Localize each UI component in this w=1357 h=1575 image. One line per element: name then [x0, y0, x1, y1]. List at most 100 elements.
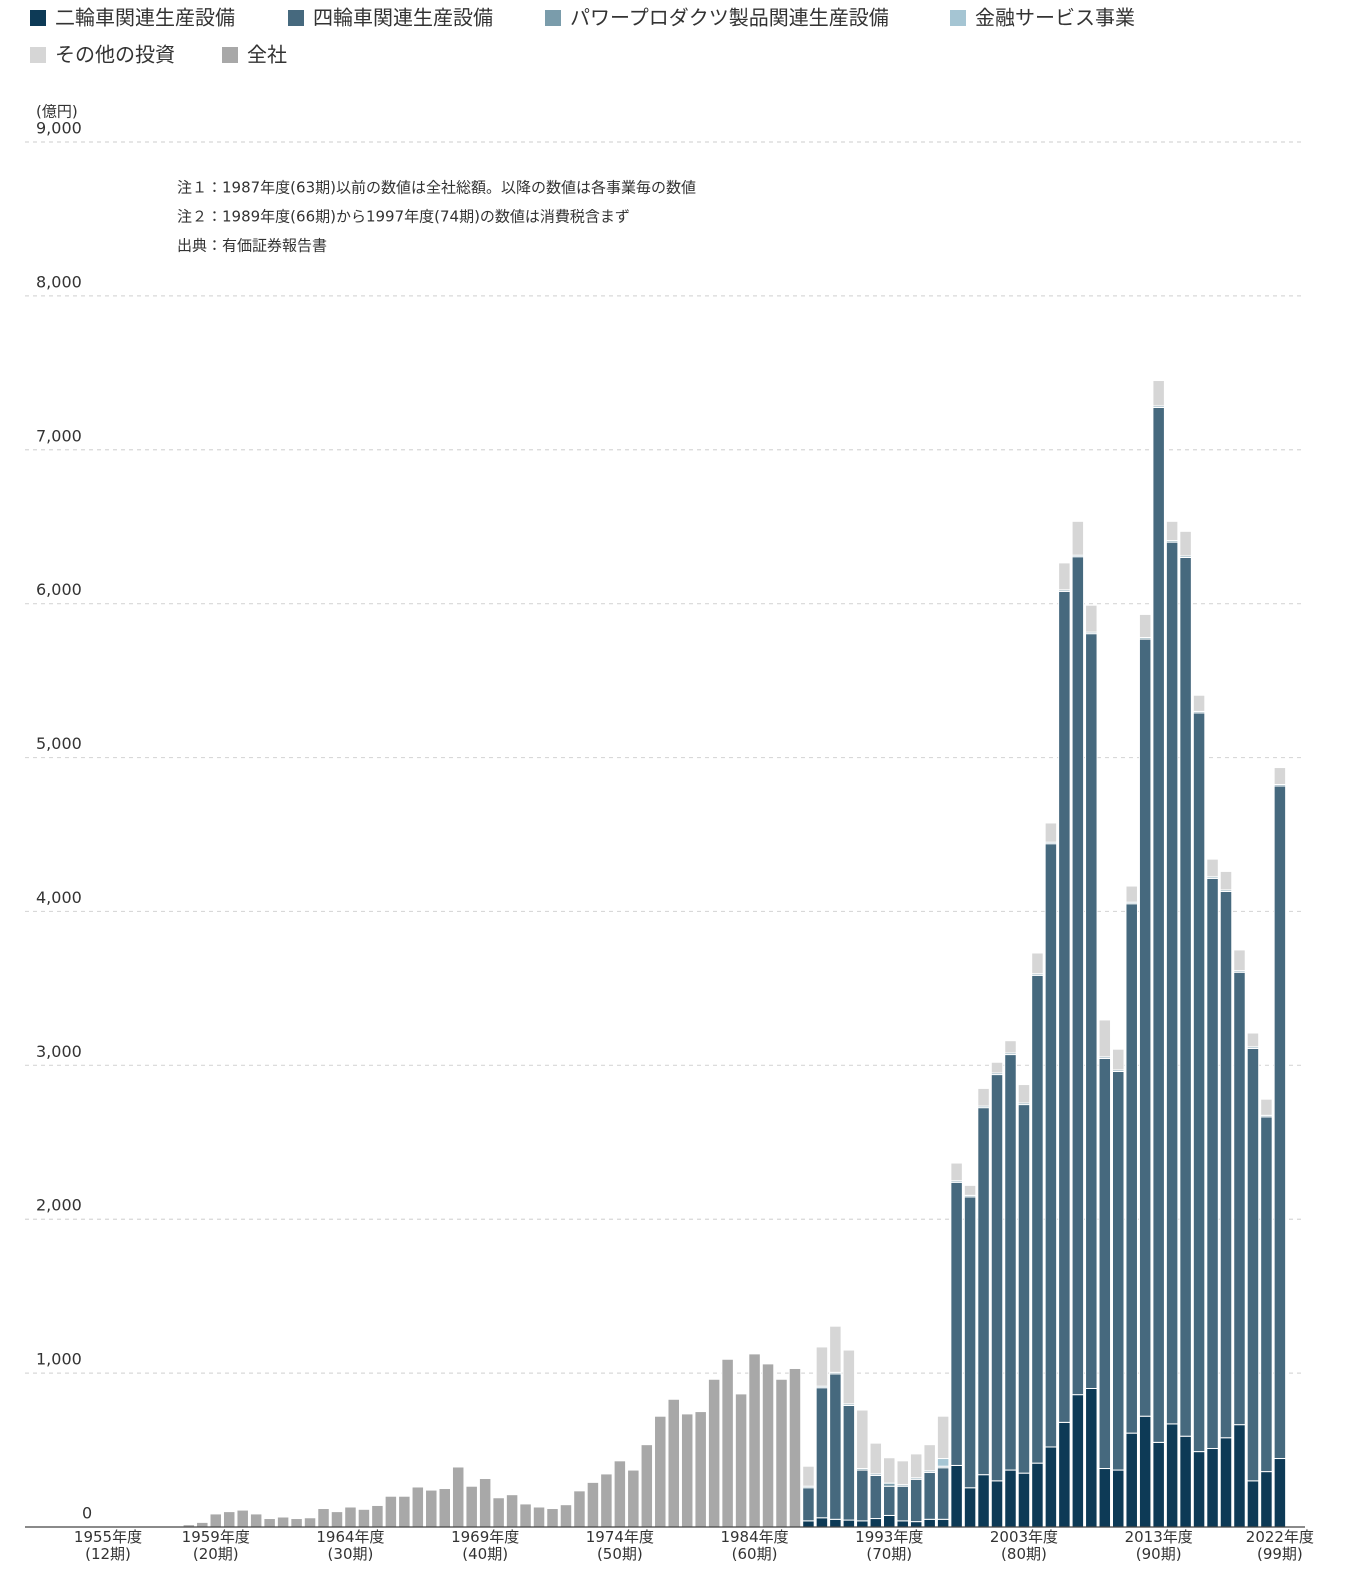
- bar-segment: [802, 1487, 815, 1522]
- bar-segment: [977, 1107, 990, 1476]
- bar-segment: [1017, 1472, 1031, 1528]
- bar-segment: [977, 1474, 990, 1528]
- bar-segment: [856, 1409, 869, 1470]
- bar-segment: [936, 1415, 950, 1460]
- bar-segment: [317, 1508, 330, 1528]
- bar-segment: [775, 1378, 788, 1528]
- bar-segment: [707, 1378, 721, 1528]
- bar-segment: [1071, 1394, 1085, 1528]
- bar-segment: [330, 1511, 344, 1528]
- y-tick-label: 1,000: [36, 1350, 82, 1369]
- legend-swatch: [950, 10, 966, 26]
- bar-segment: [829, 1373, 842, 1520]
- bar-segment: [357, 1508, 371, 1528]
- bar-segment: [734, 1393, 748, 1528]
- y-tick-label: 5,000: [36, 734, 82, 753]
- bar-segment: [344, 1506, 357, 1528]
- bar-segment: [222, 1511, 236, 1528]
- y-tick-label: 7,000: [36, 426, 82, 445]
- bar-segment: [1138, 1415, 1152, 1528]
- bar-segment: [1004, 1469, 1017, 1528]
- bar-segment: [1206, 858, 1219, 878]
- bar-segment: [1260, 1116, 1273, 1473]
- legend-label: 金融サービス事業: [975, 6, 1135, 30]
- x-tick-label: 1959年度 (20期): [181, 1528, 250, 1563]
- bar-segment: [1044, 843, 1058, 1448]
- bar-segment: [1125, 885, 1138, 903]
- bar-segment: [1112, 1070, 1125, 1471]
- legend-swatch: [30, 47, 46, 63]
- bar-segment: [788, 1367, 802, 1528]
- bar-segment: [519, 1503, 532, 1528]
- bar-segment: [896, 1520, 909, 1528]
- bar-segment: [1098, 1468, 1112, 1528]
- bar-segment: [1165, 541, 1179, 1425]
- y-tick-label: 9,000: [36, 119, 82, 138]
- note: 注１：1987年度(63期)以前の数値は全社総額。以降の数値は各事業毎の数値: [177, 179, 696, 197]
- bar-segment: [909, 1521, 923, 1528]
- bar-segment: [950, 1464, 963, 1528]
- bar-segment: [815, 1387, 829, 1519]
- bar-segment: [263, 1518, 276, 1528]
- legend-swatch: [545, 10, 561, 26]
- bar-segment: [842, 1349, 856, 1405]
- legend-label: パワープロダクツ製品関連生産設備: [570, 6, 889, 30]
- bar-segment: [546, 1508, 559, 1528]
- x-tick-label: 1974年度 (50期): [585, 1528, 654, 1563]
- bar-segment: [1273, 1458, 1287, 1528]
- bar-segment: [829, 1325, 842, 1373]
- bar-segment: [303, 1517, 317, 1528]
- bar-segment: [1098, 1019, 1112, 1058]
- bar-segment: [532, 1506, 546, 1528]
- legend-swatch: [222, 47, 238, 63]
- bar-segment: [196, 1521, 209, 1528]
- bar-segment: [586, 1481, 600, 1528]
- bar-segment: [640, 1444, 654, 1528]
- bar-segment: [411, 1486, 425, 1528]
- bar-segment: [977, 1087, 990, 1107]
- bar-segment: [1219, 890, 1233, 1439]
- bar-segment: [990, 1074, 1004, 1482]
- bar-segment: [276, 1516, 290, 1528]
- bar-segment: [1031, 952, 1044, 975]
- bar-segment: [748, 1353, 761, 1528]
- bar-segment: [249, 1513, 263, 1528]
- y-tick-label: 8,000: [36, 272, 82, 291]
- bar-segment: [1138, 638, 1152, 1417]
- bar-segment: [1273, 767, 1287, 785]
- bar-segment: [1058, 590, 1071, 1423]
- y-tick-label: 4,000: [36, 888, 82, 907]
- note: 注２：1989年度(66期)から1997年度(74期)の数値は消費税含まず: [177, 208, 630, 226]
- bar-segment: [1085, 604, 1098, 633]
- bar-segment: [856, 1469, 869, 1522]
- bar-segment: [990, 1480, 1004, 1528]
- bar-segment: [923, 1518, 936, 1528]
- bar-segment: [1219, 870, 1233, 891]
- bar-segment: [869, 1474, 883, 1520]
- bar-segment: [478, 1478, 492, 1528]
- bar-segment: [856, 1520, 869, 1528]
- bar-segment: [384, 1495, 398, 1528]
- bar-segment: [1085, 633, 1098, 1389]
- bar-segment: [627, 1469, 640, 1528]
- bar-segment: [1219, 1437, 1233, 1528]
- bar-segment: [1206, 877, 1219, 1450]
- bar-segment: [761, 1363, 775, 1528]
- bar-segment: [680, 1413, 694, 1528]
- bar-segment: [559, 1504, 573, 1528]
- legend-label: 四輪車関連生産設備: [313, 6, 493, 30]
- bar-segment: [505, 1494, 519, 1528]
- bar-segment: [936, 1467, 950, 1520]
- legend-label: その他の投資: [55, 43, 175, 67]
- bar-segment: [963, 1184, 977, 1196]
- legend-swatch: [288, 10, 304, 26]
- bar-segment: [1017, 1104, 1031, 1474]
- bar-segment: [1192, 694, 1206, 712]
- x-tick-label: 1969年度 (40期): [451, 1528, 520, 1563]
- bar-segment: [869, 1518, 883, 1528]
- y-tick-label: 3,000: [36, 1042, 82, 1061]
- bar-segment: [1152, 1441, 1165, 1528]
- bar-segment: [909, 1478, 923, 1523]
- bar-segment: [1125, 1432, 1138, 1528]
